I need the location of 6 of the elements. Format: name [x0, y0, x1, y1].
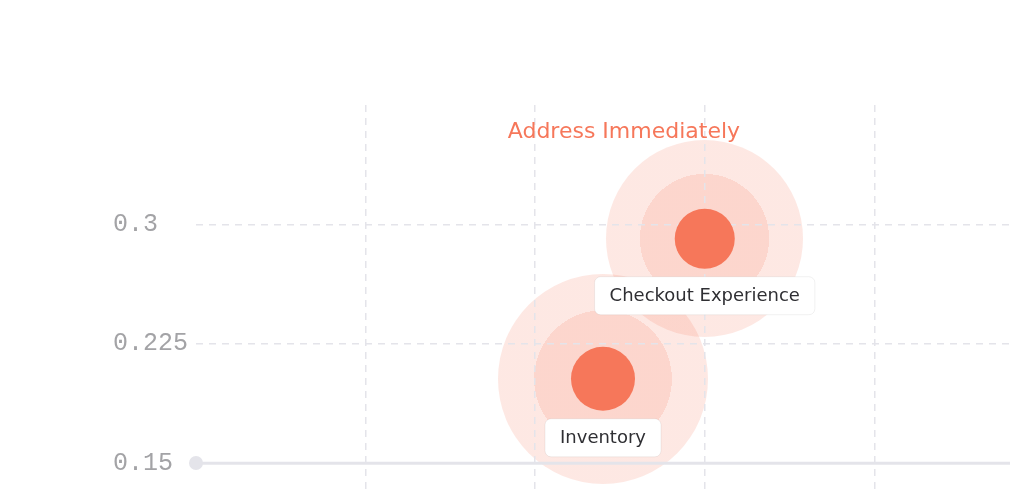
y-tick-label: 0.225 — [113, 329, 189, 359]
y-tick-label: 0.15 — [113, 448, 174, 478]
annotation: Address Immediately — [507, 118, 741, 143]
y-tick-label: 0.3 — [113, 210, 159, 240]
series-label: Checkout Experience — [609, 284, 800, 306]
series-label: Inventory — [560, 426, 647, 448]
